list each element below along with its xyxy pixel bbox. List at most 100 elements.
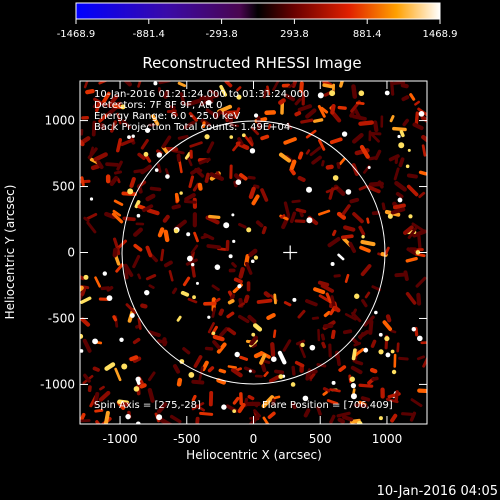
heat-blob	[80, 287, 87, 296]
heat-blob	[249, 335, 259, 346]
heat-blob	[318, 139, 326, 151]
heat-blob	[132, 356, 142, 363]
heat-blob	[294, 360, 305, 368]
heat-peak	[214, 264, 221, 270]
heat-peak	[232, 239, 236, 243]
colorbar-tick-label: -1468.9	[57, 29, 96, 40]
heat-blob	[335, 352, 341, 367]
heat-blob	[403, 225, 414, 235]
heat-blob	[182, 347, 191, 355]
heat-blob	[156, 402, 168, 414]
heat-blob	[116, 177, 121, 184]
heat-peak	[391, 369, 397, 375]
heat-blob	[338, 157, 346, 166]
heat-blob	[216, 378, 226, 385]
heat-blob	[170, 109, 178, 118]
heat-blob	[330, 103, 336, 115]
heat-blob	[322, 83, 334, 89]
annotation-time-range: 10-Jan-2016 01:21:24.000 to 01:31:24.000	[94, 89, 309, 100]
heat-blob	[238, 302, 245, 308]
heat-blob	[311, 316, 320, 320]
heat-blob	[317, 280, 330, 287]
heat-blob	[146, 208, 160, 216]
heat-blob	[177, 81, 187, 88]
heat-blob	[229, 293, 236, 301]
heat-peak	[228, 254, 233, 259]
heat-blob	[325, 292, 332, 304]
heat-peak	[332, 175, 339, 181]
heat-blob	[133, 227, 143, 237]
heat-blob	[116, 112, 122, 125]
heat-blob	[340, 234, 354, 240]
heat-blob	[160, 248, 165, 262]
heat-blob	[320, 333, 326, 341]
heat-blob	[163, 89, 170, 99]
heat-blob	[321, 160, 325, 167]
heat-peak	[237, 284, 242, 289]
heat-peak	[153, 81, 158, 86]
annotation-flare-position: Flare Position = [706,409]	[262, 400, 393, 411]
heat-blob	[374, 149, 382, 161]
heat-peak	[384, 90, 390, 96]
heat-blob	[410, 398, 423, 408]
heat-blob	[342, 415, 354, 422]
heat-peak	[350, 393, 357, 400]
heat-blob	[176, 377, 183, 387]
heat-peak	[271, 356, 277, 363]
heat-blob	[193, 355, 203, 368]
heat-blob	[352, 212, 364, 224]
heat-blob	[421, 144, 427, 157]
heat-blob	[190, 262, 196, 278]
heat-blob	[116, 138, 123, 153]
heat-blob	[229, 123, 240, 128]
heat-blob	[328, 187, 335, 200]
heat-blob	[96, 160, 104, 170]
heat-blob	[232, 141, 241, 152]
heat-blob	[102, 91, 111, 104]
heat-blob	[116, 247, 121, 256]
heat-blob	[205, 94, 220, 101]
heat-peak	[405, 164, 410, 169]
heat-blob	[299, 81, 304, 93]
heat-peak	[378, 332, 383, 337]
heat-peak	[331, 380, 336, 385]
heat-blob	[385, 314, 392, 323]
heat-blob	[260, 362, 267, 373]
heat-blob	[363, 315, 375, 327]
heat-blob	[111, 212, 124, 224]
heat-peak	[397, 134, 401, 139]
heat-blob	[268, 375, 281, 383]
heat-blob	[331, 229, 337, 237]
heat-blob	[192, 182, 200, 192]
heat-blob	[255, 220, 264, 228]
heat-blob	[360, 396, 371, 402]
heat-blob	[109, 120, 118, 133]
heat-blob	[322, 391, 328, 396]
heat-peak	[290, 382, 296, 387]
heat-peak	[253, 113, 259, 118]
heat-blob	[337, 253, 345, 261]
heat-blob	[212, 334, 225, 342]
heat-blob	[104, 362, 116, 371]
heat-peak	[232, 409, 237, 413]
heat-blob	[231, 262, 237, 268]
heat-peak	[397, 197, 403, 203]
heat-blob	[349, 197, 360, 204]
heat-peak	[411, 327, 416, 332]
heat-blob	[132, 254, 141, 269]
heat-peak	[306, 186, 313, 193]
heat-blob	[98, 113, 108, 123]
y-axis: -1000 -500 0 500 1000	[40, 114, 427, 391]
heat-blob	[311, 155, 322, 165]
heat-peak	[363, 347, 369, 353]
heat-blob	[333, 305, 341, 313]
heat-blob	[359, 144, 370, 159]
heat-blob	[405, 291, 417, 305]
heat-blob	[422, 356, 427, 368]
heat-peak	[361, 235, 365, 239]
heat-blob	[83, 373, 91, 383]
heat-blob	[400, 83, 409, 89]
heat-peak	[186, 255, 193, 262]
heat-blob	[149, 186, 162, 192]
heat-blob	[236, 86, 242, 92]
